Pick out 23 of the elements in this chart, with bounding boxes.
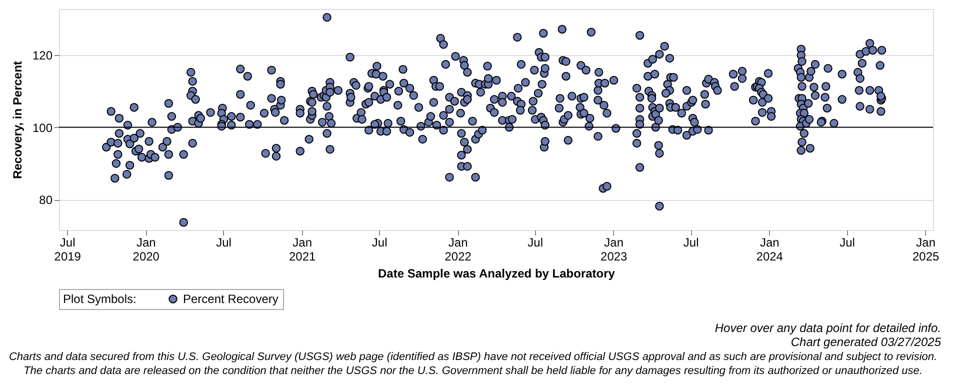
text: Hover over any data point for detailed info. (714, 321, 941, 335)
x-tick-label: Jul (528, 236, 544, 250)
y-tick-label: 100 (32, 120, 53, 135)
x-tick-label: Jan 2022 (444, 236, 472, 264)
y-axis-title: Recovery, in Percent (10, 61, 24, 179)
text: Charts and data secured from this U.S. Geological Survey (USGS) web page (identified as IBSP) have not received official USGS approval and as such are provisional and subject to revision. (8, 351, 938, 363)
x-tick-label: Jul (216, 236, 232, 250)
x-tick-label: Jul 2019 (54, 236, 82, 264)
x-tick-label: Jul (840, 236, 855, 250)
x-tick-label: Jan 2021 (288, 236, 316, 264)
text: Chart generated 03/27/2025 (790, 335, 942, 349)
legend-title: Plot Symbols: (63, 292, 136, 306)
legend-label: Percent Recovery (183, 292, 278, 306)
x-axis-title: Date Sample was Analyzed by Laboratory (378, 266, 616, 280)
x-tick-label: Jan 2020 (132, 236, 160, 264)
x-tick-label: Jan 2023 (600, 236, 628, 264)
text: The charts and data are released on the condition that neither the USGS nor the U.S. Government shall be held liable for any damages resulting from its authorized or unauthorized use. (24, 365, 922, 377)
x-tick-label: Jul (372, 236, 388, 250)
y-tick-label: 80 (39, 193, 53, 208)
y-tick-label: 120 (32, 48, 53, 62)
x-tick-label: Jul (683, 236, 699, 250)
x-tick-label: Jan 2025 (912, 236, 940, 264)
x-tick-label: Jan 2024 (756, 236, 784, 264)
